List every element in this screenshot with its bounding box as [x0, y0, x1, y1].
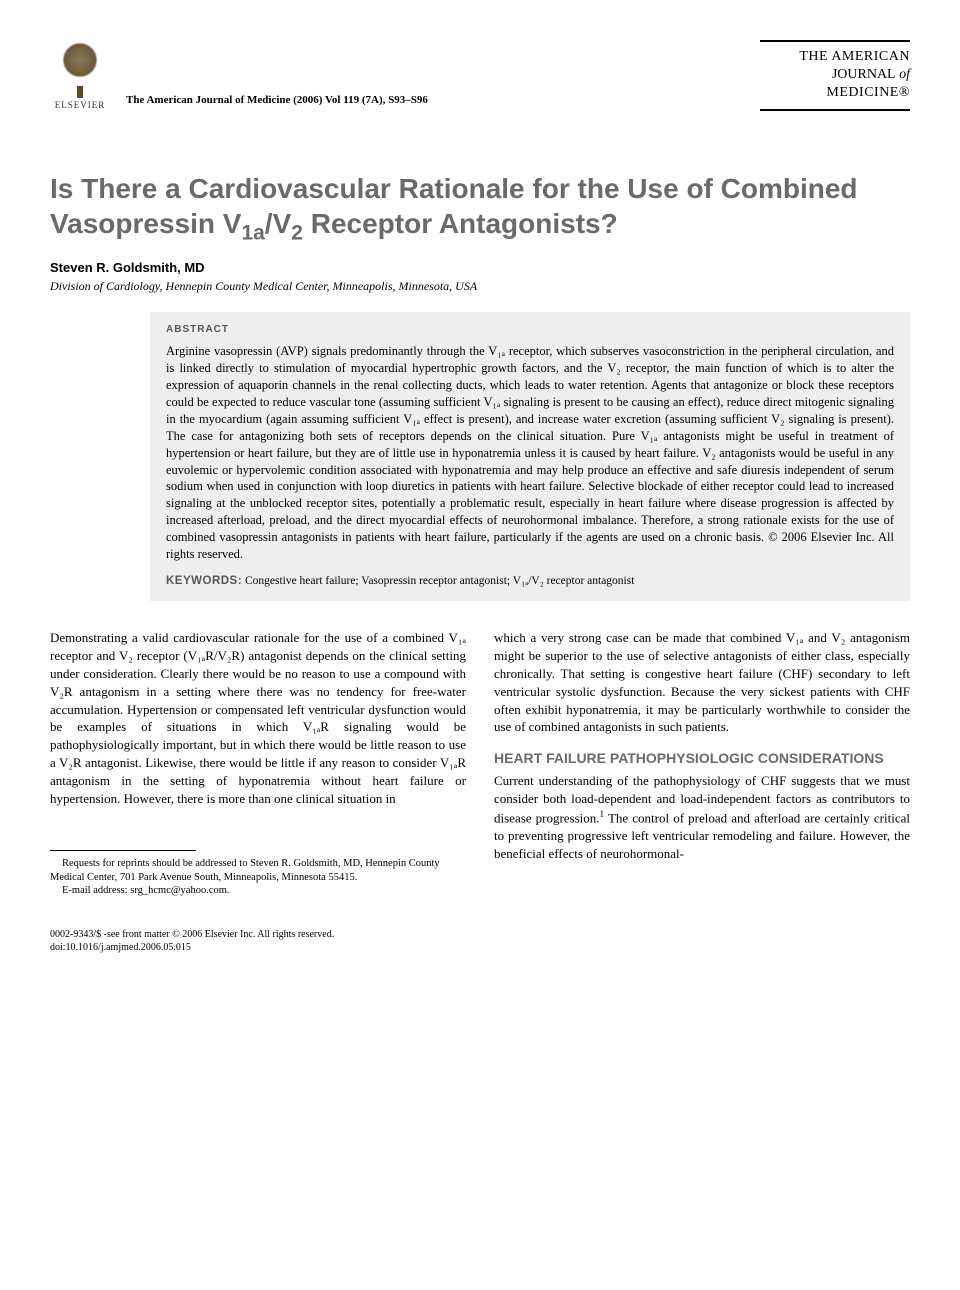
- brand-line-1: THE AMERICAN: [760, 48, 910, 66]
- brand-line-3: MEDICINE®: [760, 84, 910, 102]
- abstract-label: ABSTRACT: [166, 324, 894, 335]
- page-footer: 0002-9343/$ -see front matter © 2006 Els…: [50, 928, 910, 954]
- keywords: Congestive heart failure; Vasopressin re…: [245, 575, 635, 587]
- publisher-name: ELSEVIER: [55, 100, 106, 110]
- section-heading-1: HEART FAILURE PATHOPHYSIOLOGIC CONSIDERA…: [494, 750, 910, 768]
- abstract-text: Arginine vasopressin (AVP) signals predo…: [166, 343, 894, 562]
- body-para-2: which a very strong case can be made tha…: [494, 629, 910, 737]
- author: Steven R. Goldsmith, MD: [50, 260, 910, 275]
- body-columns: Demonstrating a valid cardiovascular rat…: [50, 629, 910, 898]
- journal-brand: THE AMERICAN JOURNAL of MEDICINE®: [760, 40, 910, 111]
- body-para-1: Demonstrating a valid cardiovascular rat…: [50, 629, 466, 808]
- brand-line-2: JOURNAL of: [760, 66, 910, 84]
- column-left: Demonstrating a valid cardiovascular rat…: [50, 629, 466, 898]
- abstract-box: ABSTRACT Arginine vasopressin (AVP) sign…: [150, 312, 910, 600]
- affiliation: Division of Cardiology, Hennepin County …: [50, 279, 910, 294]
- email-footnote: E-mail address: srg_hcmc@yahoo.com.: [50, 884, 466, 898]
- article-title: Is There a Cardiovascular Rationale for …: [50, 171, 910, 247]
- page-header: ELSEVIER The American Journal of Medicin…: [50, 40, 910, 111]
- keywords-row: KEYWORDS: Congestive heart failure; Vaso…: [166, 575, 894, 587]
- footnote-rule: [50, 850, 196, 851]
- elsevier-tree-icon: [55, 40, 105, 90]
- reprint-footnote: Requests for reprints should be addresse…: [50, 857, 466, 884]
- column-right: which a very strong case can be made tha…: [494, 629, 910, 898]
- header-left: ELSEVIER The American Journal of Medicin…: [50, 40, 428, 110]
- citation: The American Journal of Medicine (2006) …: [126, 94, 428, 106]
- elsevier-logo: ELSEVIER: [50, 40, 110, 110]
- footnote-block: Requests for reprints should be addresse…: [50, 857, 466, 898]
- keywords-label: KEYWORDS:: [166, 575, 242, 587]
- body-para-3: Current understanding of the pathophysio…: [494, 772, 910, 863]
- footer-line-1: 0002-9343/$ -see front matter © 2006 Els…: [50, 928, 910, 941]
- footer-line-2: doi:10.1016/j.amjmed.2006.05.015: [50, 941, 910, 954]
